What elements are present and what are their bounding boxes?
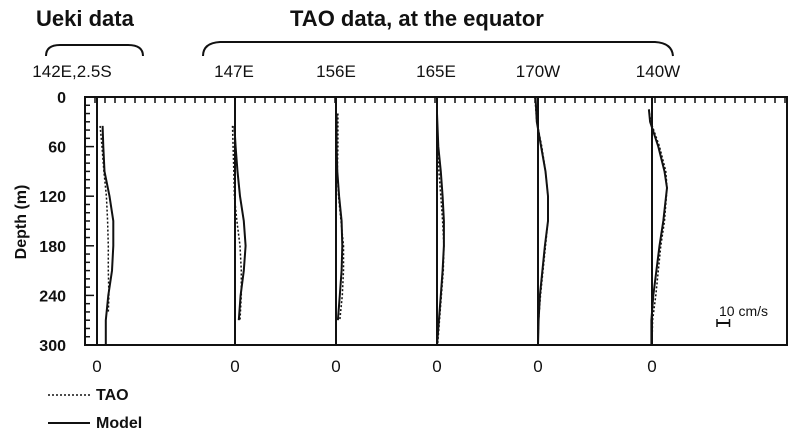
tao-header: TAO data, at the equator bbox=[290, 6, 544, 31]
y-tick-label: 300 bbox=[39, 338, 66, 355]
scale-bar-label: 10 cm/s bbox=[719, 303, 768, 319]
model-profile-line bbox=[335, 113, 344, 321]
zero-tick-label: 0 bbox=[533, 357, 542, 376]
site-label: 165E bbox=[416, 62, 456, 81]
y-tick-label: 0 bbox=[57, 90, 66, 107]
tao-profile-line bbox=[648, 109, 668, 346]
y-tick-labels: 0 60 120 180 240 300 bbox=[39, 90, 66, 355]
zero-tick-label: 0 bbox=[647, 357, 656, 376]
zero-labels: 0 0 0 0 0 0 bbox=[92, 357, 656, 376]
legend-tao-label: TAO bbox=[96, 387, 129, 404]
model-profile-line bbox=[436, 113, 445, 346]
y-tick-label: 120 bbox=[39, 189, 66, 206]
zero-tick-label: 0 bbox=[92, 357, 101, 376]
ueki-brace bbox=[45, 44, 144, 57]
zero-tick-label: 0 bbox=[331, 357, 340, 376]
tao-profile-line bbox=[534, 96, 549, 346]
site-label: 156E bbox=[316, 62, 356, 81]
site-label: 147E bbox=[214, 62, 254, 81]
profiles bbox=[96, 96, 669, 346]
ueki-header: Ueki data bbox=[36, 6, 135, 31]
tao-brace bbox=[202, 41, 674, 57]
site-label: 140W bbox=[636, 62, 680, 81]
zero-tick-label: 0 bbox=[432, 357, 441, 376]
y-tick-label: 240 bbox=[39, 288, 66, 305]
y-tick-label: 180 bbox=[39, 239, 66, 256]
y-tick-label: 60 bbox=[48, 140, 66, 157]
y-axis-label: Depth (m) bbox=[13, 185, 30, 260]
frame-ticks bbox=[84, 96, 786, 346]
legend-model-label: Model bbox=[96, 415, 142, 432]
model-profile-line bbox=[101, 125, 115, 345]
legend: TAO Model bbox=[48, 387, 142, 432]
scale-bar: 10 cm/s bbox=[716, 303, 768, 327]
model-profile-line bbox=[647, 109, 669, 345]
zero-tick-label: 0 bbox=[230, 357, 239, 376]
site-label: 142E,2.5S bbox=[32, 62, 111, 81]
site-labels: 142E,2.5S 147E 156E 165E 170W 140W bbox=[32, 62, 680, 81]
site-label: 170W bbox=[516, 62, 560, 81]
model-profile-line bbox=[534, 96, 549, 346]
model-profile-line bbox=[233, 125, 247, 321]
